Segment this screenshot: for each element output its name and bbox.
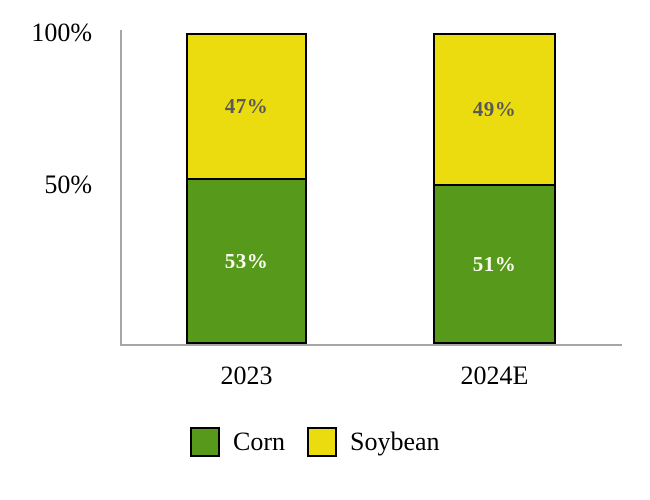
bar-segment-corn-2023: 53% <box>188 180 305 342</box>
x-axis-category-label-2024e: 2024E <box>460 361 529 390</box>
y-tick-label-50: 50% <box>44 170 92 199</box>
bar-column-2023: 47% 53% <box>186 33 307 344</box>
bar-value-label-soybean-2024e: 49% <box>472 97 517 122</box>
bar-segment-corn-2024e: 51% <box>435 186 554 342</box>
legend-item-corn: Corn <box>190 427 285 457</box>
x-axis-line <box>120 344 622 346</box>
legend: Corn Soybean <box>190 427 440 457</box>
soybean-swatch-icon <box>307 427 337 457</box>
bar-value-label-soybean-2023: 47% <box>224 94 269 119</box>
bar-value-label-corn-2023: 53% <box>224 248 269 273</box>
legend-item-soybean: Soybean <box>307 427 440 457</box>
y-axis-line <box>120 30 122 346</box>
y-tick-label-100: 100% <box>31 18 92 47</box>
legend-label-soybean: Soybean <box>350 427 440 456</box>
bar-value-label-corn-2024e: 51% <box>472 251 517 276</box>
bar-column-2024e: 49% 51% <box>433 33 556 344</box>
bar-segment-soybean-2024e: 49% <box>435 35 554 187</box>
bar-segment-soybean-2023: 47% <box>188 35 305 181</box>
corn-swatch-icon <box>190 427 220 457</box>
legend-label-corn: Corn <box>233 427 285 456</box>
x-axis-category-label-2023: 2023 <box>220 361 273 390</box>
